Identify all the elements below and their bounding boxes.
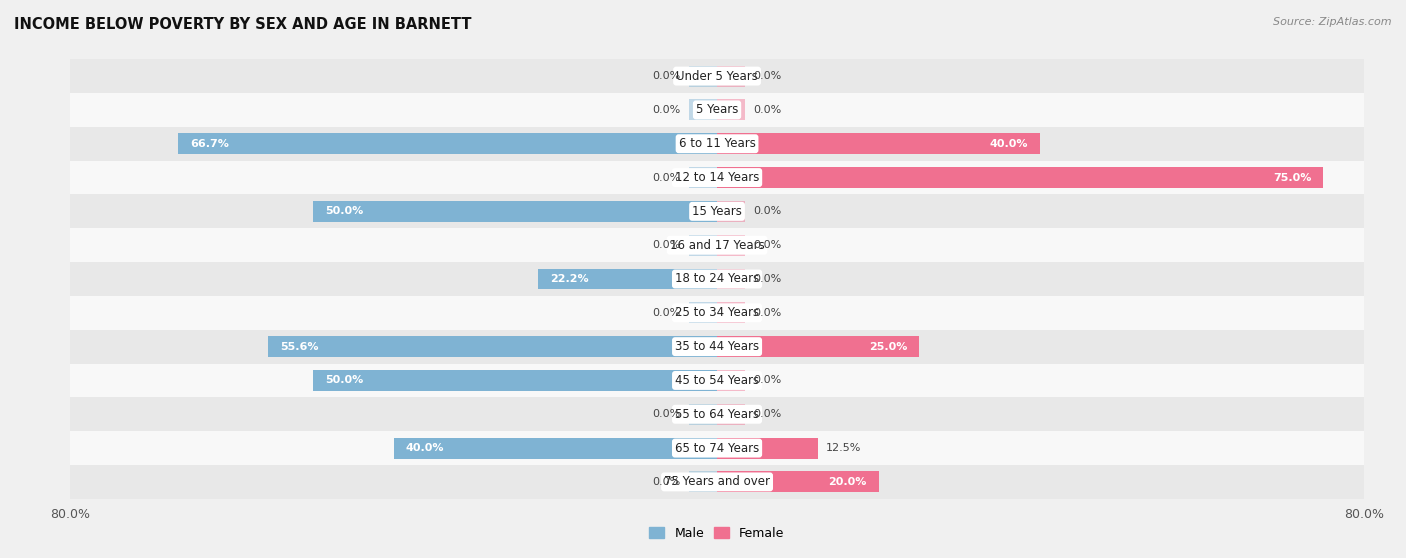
Bar [717,201,745,222]
Text: 0.0%: 0.0% [652,240,681,250]
Text: 0.0%: 0.0% [754,105,782,115]
Text: 0.0%: 0.0% [652,409,681,419]
Bar [689,99,717,121]
Text: 0.0%: 0.0% [652,308,681,318]
Bar [70,93,1364,127]
Bar [717,235,745,256]
Bar [70,194,1364,228]
Text: 0.0%: 0.0% [754,274,782,284]
Text: 18 to 24 Years: 18 to 24 Years [675,272,759,286]
Bar [537,268,717,290]
Bar [717,370,745,391]
Text: 75.0%: 75.0% [1272,172,1312,182]
Text: Source: ZipAtlas.com: Source: ZipAtlas.com [1274,17,1392,27]
Bar [717,404,745,425]
Legend: Male, Female: Male, Female [644,522,790,545]
Text: 12 to 14 Years: 12 to 14 Years [675,171,759,184]
Text: 40.0%: 40.0% [406,443,444,453]
Bar [177,133,717,154]
Text: 0.0%: 0.0% [754,308,782,318]
Bar [70,330,1364,364]
Bar [70,59,1364,93]
Bar [689,472,717,492]
Bar [689,66,717,86]
Bar [717,66,745,86]
Text: 50.0%: 50.0% [325,376,363,386]
Text: 22.2%: 22.2% [550,274,588,284]
Bar [717,133,1040,154]
Text: 66.7%: 66.7% [190,139,229,149]
Text: 0.0%: 0.0% [652,105,681,115]
Text: 12.5%: 12.5% [827,443,862,453]
Bar [717,437,818,459]
Bar [70,228,1364,262]
Text: 40.0%: 40.0% [990,139,1028,149]
Bar [394,437,717,459]
Bar [717,268,745,290]
Text: 0.0%: 0.0% [754,409,782,419]
Text: 0.0%: 0.0% [754,206,782,217]
Bar [717,472,879,492]
Text: 0.0%: 0.0% [652,477,681,487]
Bar [267,336,717,357]
Text: Under 5 Years: Under 5 Years [676,70,758,83]
Bar [717,302,745,323]
Bar [70,296,1364,330]
Bar [717,167,1323,188]
Text: INCOME BELOW POVERTY BY SEX AND AGE IN BARNETT: INCOME BELOW POVERTY BY SEX AND AGE IN B… [14,17,471,32]
Bar [70,465,1364,499]
Text: 25.0%: 25.0% [869,341,907,352]
Text: 50.0%: 50.0% [325,206,363,217]
Text: 15 Years: 15 Years [692,205,742,218]
Text: 55.6%: 55.6% [280,341,318,352]
Bar [717,336,920,357]
Bar [70,161,1364,194]
Text: 0.0%: 0.0% [754,376,782,386]
Text: 35 to 44 Years: 35 to 44 Years [675,340,759,353]
Bar [312,201,717,222]
Bar [312,370,717,391]
Bar [689,302,717,323]
Text: 75 Years and over: 75 Years and over [664,475,770,488]
Text: 0.0%: 0.0% [754,240,782,250]
Bar [717,99,745,121]
Text: 55 to 64 Years: 55 to 64 Years [675,408,759,421]
Text: 65 to 74 Years: 65 to 74 Years [675,441,759,455]
Bar [689,404,717,425]
Bar [70,364,1364,397]
Text: 0.0%: 0.0% [652,172,681,182]
Text: 5 Years: 5 Years [696,103,738,117]
Bar [689,235,717,256]
Bar [70,262,1364,296]
Text: 0.0%: 0.0% [652,71,681,81]
Bar [689,167,717,188]
Text: 0.0%: 0.0% [754,71,782,81]
Text: 6 to 11 Years: 6 to 11 Years [679,137,755,150]
Text: 25 to 34 Years: 25 to 34 Years [675,306,759,319]
Bar [70,397,1364,431]
Text: 20.0%: 20.0% [828,477,866,487]
Bar [70,431,1364,465]
Bar [70,127,1364,161]
Text: 45 to 54 Years: 45 to 54 Years [675,374,759,387]
Text: 16 and 17 Years: 16 and 17 Years [669,239,765,252]
